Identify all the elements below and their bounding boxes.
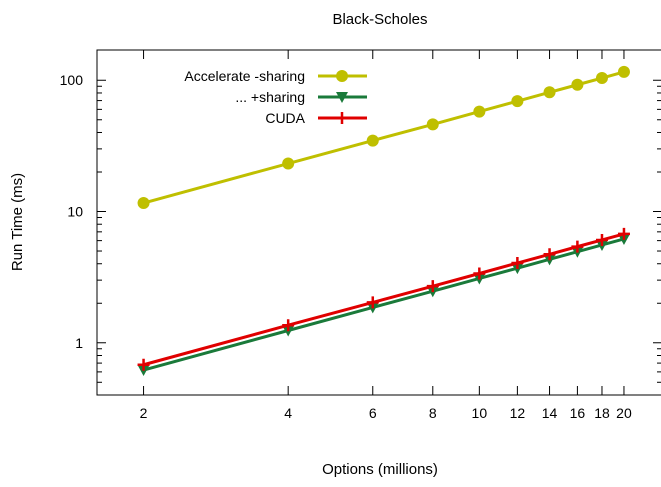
- plot-area-frame: [96, 49, 661, 396]
- series-1-point: [366, 134, 379, 147]
- x-tick-label: 16: [570, 405, 586, 421]
- legend: Accelerate -sharing ... +sharing CUDA: [184, 68, 367, 126]
- series-1-point: [543, 86, 556, 99]
- x-axis-label: Options (millions): [322, 461, 438, 478]
- series-line-2: [143, 237, 625, 372]
- series-1-point: [595, 72, 608, 85]
- x-tick-label: 4: [284, 405, 292, 421]
- y-axis: 1 10 100: [60, 72, 661, 396]
- series-1-point: [571, 78, 584, 91]
- x-tick-label: 8: [429, 405, 437, 421]
- series-3-point: [595, 233, 608, 246]
- series-3-point: [426, 280, 439, 293]
- x-tick-label: 6: [369, 405, 377, 421]
- series-1-point: [137, 197, 150, 210]
- x-tick-label: 14: [542, 405, 558, 421]
- y-axis-label: Run Time (ms): [9, 173, 26, 271]
- series-3-point: [137, 358, 150, 371]
- series-3-point: [473, 267, 486, 280]
- series-1-point: [617, 65, 630, 78]
- series-1-point: [426, 118, 439, 131]
- series-1-point: [473, 105, 486, 118]
- legend-label: ... +sharing: [235, 89, 305, 105]
- legend-label: Accelerate -sharing: [184, 68, 305, 84]
- series-3-point: [617, 227, 630, 240]
- x-tick-label: 18: [594, 405, 610, 421]
- legend-marker: [336, 92, 348, 103]
- legend-marker: [336, 112, 348, 124]
- legend-label: CUDA: [265, 110, 305, 126]
- chart-title: Black-Scholes: [332, 11, 427, 28]
- series-layer: [137, 65, 630, 377]
- x-tick-label: 2: [140, 405, 148, 421]
- series-3-point: [571, 240, 584, 253]
- series-1-point: [282, 157, 295, 170]
- y-tick-label: 100: [60, 72, 84, 88]
- y-tick-label: 1: [75, 335, 83, 351]
- x-axis: 2 4 6 8 10 12 14 16 18 20: [140, 50, 632, 421]
- y-tick-label: 10: [67, 204, 83, 220]
- x-tick-label: 10: [472, 405, 488, 421]
- x-tick-label: 20: [616, 405, 632, 421]
- series-3-point: [366, 296, 379, 309]
- series-1-point: [511, 95, 524, 108]
- series-3-point: [282, 319, 295, 332]
- x-tick-label: 12: [510, 405, 526, 421]
- series-line-1: [143, 70, 625, 205]
- legend-marker: [336, 70, 348, 82]
- series-line-3: [143, 232, 625, 367]
- series-3-point: [511, 257, 524, 270]
- series-3-point: [543, 248, 556, 261]
